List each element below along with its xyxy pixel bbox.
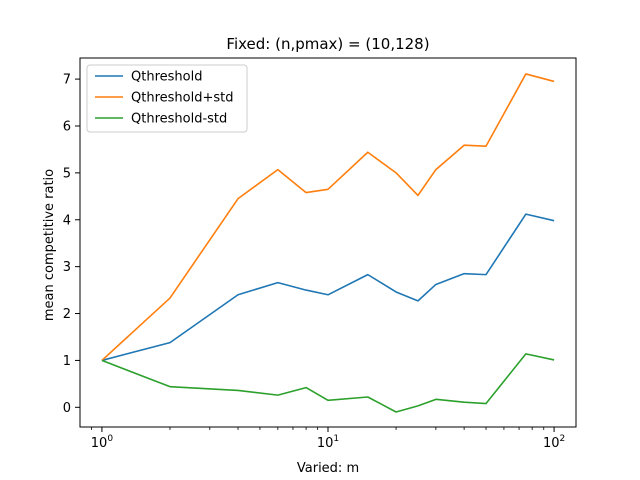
- x-axis-title: Varied: m: [297, 461, 359, 476]
- legend-label: Qthreshold-std: [131, 112, 227, 127]
- series-line: [101, 353, 555, 413]
- y-tick-label: 2: [63, 307, 71, 322]
- legend-label: Qthreshold: [131, 70, 202, 85]
- y-axis-title: mean competitive ratio: [42, 169, 57, 321]
- y-tick-label: 3: [63, 260, 71, 275]
- x-tick-label: 100: [91, 434, 114, 451]
- series-line: [101, 213, 555, 362]
- x-tick-label: 101: [317, 434, 339, 451]
- data-series: [101, 73, 555, 413]
- axis-ticks: 100 101 102 0 1 2 3 4 5 6 7: [63, 73, 566, 451]
- y-tick-label: 4: [63, 213, 71, 228]
- chart-title: Fixed: (n,pmax) = (10,128): [226, 35, 429, 53]
- x-tick-label: 102: [543, 434, 565, 451]
- legend-box: [86, 64, 248, 133]
- plot-frame: [79, 57, 577, 428]
- legend: Qthreshold Qthreshold+std Qthreshold-std: [86, 64, 248, 133]
- series-line: [101, 73, 555, 362]
- y-tick-label: 5: [63, 166, 71, 181]
- y-tick-label: 0: [63, 401, 71, 416]
- legend-label: Qthreshold+std: [131, 91, 233, 106]
- y-tick-label: 1: [63, 354, 71, 369]
- y-tick-label: 7: [63, 73, 71, 88]
- y-tick-label: 6: [63, 119, 71, 134]
